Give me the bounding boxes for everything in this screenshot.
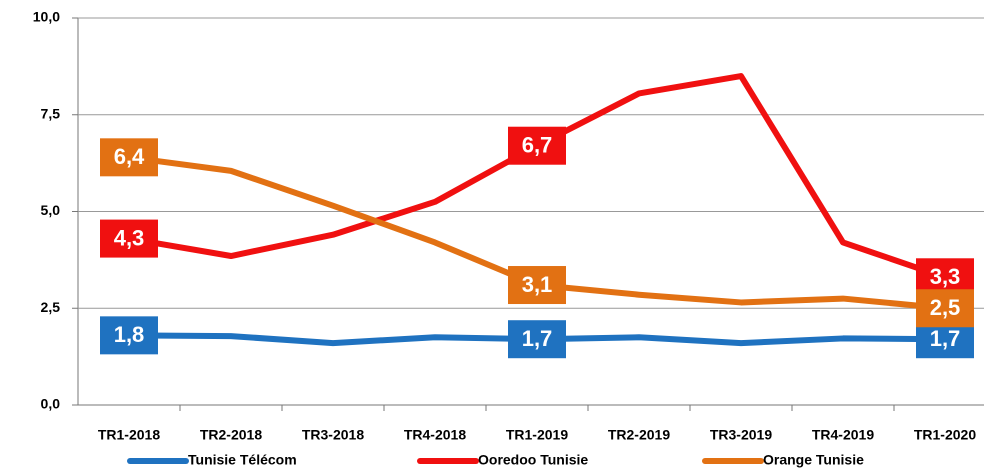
- y-tick-label: 7,5: [41, 105, 61, 121]
- data-label: 6,7: [522, 133, 553, 158]
- data-label: 1,8: [114, 322, 145, 347]
- x-tick-label: TR3-2019: [710, 427, 772, 443]
- data-label-box: [508, 320, 566, 359]
- data-label: 4,3: [114, 225, 145, 250]
- data-label-box: [508, 266, 566, 305]
- legend-label: Tunisie Télécom: [188, 452, 297, 468]
- y-tick-label: 10,0: [33, 9, 60, 25]
- data-label: 1,7: [522, 326, 553, 351]
- x-tick-label: TR4-2019: [812, 427, 874, 443]
- x-tick-label: TR1-2020: [914, 427, 976, 443]
- x-tick-label: TR1-2019: [506, 427, 568, 443]
- legend-label: Ooredoo Tunisie: [478, 452, 588, 468]
- x-tick-label: TR4-2018: [404, 427, 466, 443]
- x-tick-label: TR1-2018: [98, 427, 160, 443]
- x-tick-label: TR2-2018: [200, 427, 262, 443]
- data-label-box: [508, 126, 566, 165]
- y-tick-label: 2,5: [41, 299, 61, 315]
- x-tick-label: TR3-2018: [302, 427, 364, 443]
- y-tick-label: 0,0: [41, 396, 61, 412]
- legend-label: Orange Tunisie: [763, 452, 864, 468]
- y-tick-label: 5,0: [41, 202, 61, 218]
- data-label-box: [100, 219, 158, 258]
- data-label: 3,1: [522, 272, 553, 297]
- data-label-box: [100, 316, 158, 355]
- data-label: 3,3: [930, 264, 961, 289]
- data-label-box: [916, 289, 974, 328]
- data-label: 1,7: [930, 326, 961, 351]
- data-label-box: [100, 138, 158, 177]
- data-label: 6,4: [114, 144, 145, 169]
- x-tick-label: TR2-2019: [608, 427, 670, 443]
- data-label: 2,5: [930, 295, 961, 320]
